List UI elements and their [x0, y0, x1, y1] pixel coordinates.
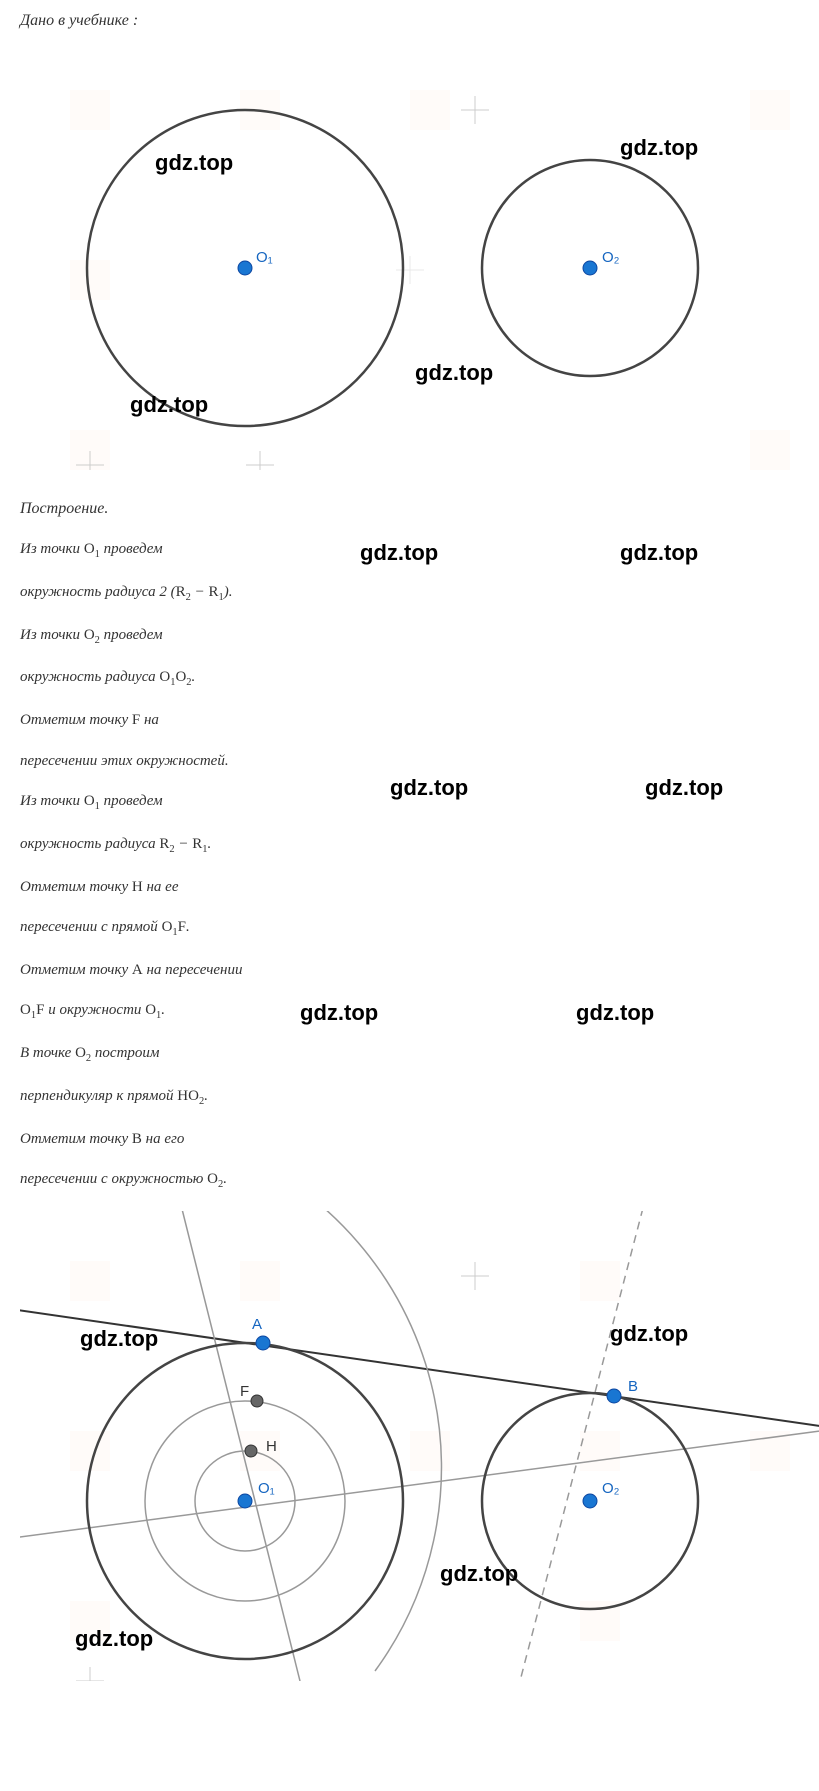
svg-text:O₁: O₁ — [256, 249, 273, 266]
svg-text:B: B — [628, 1378, 638, 1395]
step-1: Из точки O1 проведем — [20, 538, 340, 563]
step-6: пересечении этих окружностей. — [20, 750, 340, 773]
step-14: перпендикуляр к прямой HO2. — [20, 1085, 340, 1110]
step-5: Отметим точку F на — [20, 709, 340, 732]
step-16: пересечении с окружностью O2. — [20, 1168, 340, 1193]
step-3: Из точки O2 проведем — [20, 624, 340, 649]
svg-text:A: A — [252, 1316, 262, 1333]
figure-1-svg: O₁ O₂ — [20, 40, 800, 470]
step-11: Отметим точку A на пересечении — [20, 959, 340, 982]
step-7: Из точки O1 проведем — [20, 790, 340, 815]
step-2: окружность радиуса 2 (R2 − R1). — [20, 581, 340, 606]
subheading: Построение. — [20, 500, 799, 518]
construction-section: Построение. Из точки O1 проведем окружнос… — [20, 500, 799, 1193]
svg-text:H: H — [266, 1438, 277, 1455]
svg-text:O₁: O₁ — [258, 1480, 275, 1497]
step-10: пересечении с прямой O1F. — [20, 916, 340, 941]
step-13: В точке O2 построим — [20, 1042, 340, 1067]
figure-1: O₁O₂ gdz.topgdz.topgdz.topgdz.top — [20, 40, 799, 470]
steps-container: Из точки O1 проведем окружность радиуса 2… — [20, 538, 799, 1193]
figure-2-svg: O₁ O₂ A B F H — [20, 1211, 819, 1681]
step-8: окружность радиуса R2 − R1. — [20, 833, 340, 858]
svg-text:O₂: O₂ — [602, 249, 620, 266]
figure-2: O₁O₂ABFH gdz.topgdz.topgdz.topgdz.top — [20, 1211, 799, 1681]
step-4: окружность радиуса O1O2. — [20, 666, 340, 691]
step-15: Отметим точку B на его — [20, 1128, 340, 1151]
svg-text:F: F — [240, 1383, 249, 1400]
step-9: Отметим точку H на ее — [20, 876, 340, 899]
step-12: O1F и окружности O1. — [20, 999, 340, 1024]
heading: Дано в учебнике : — [20, 12, 799, 30]
svg-text:O₂: O₂ — [602, 1480, 620, 1497]
